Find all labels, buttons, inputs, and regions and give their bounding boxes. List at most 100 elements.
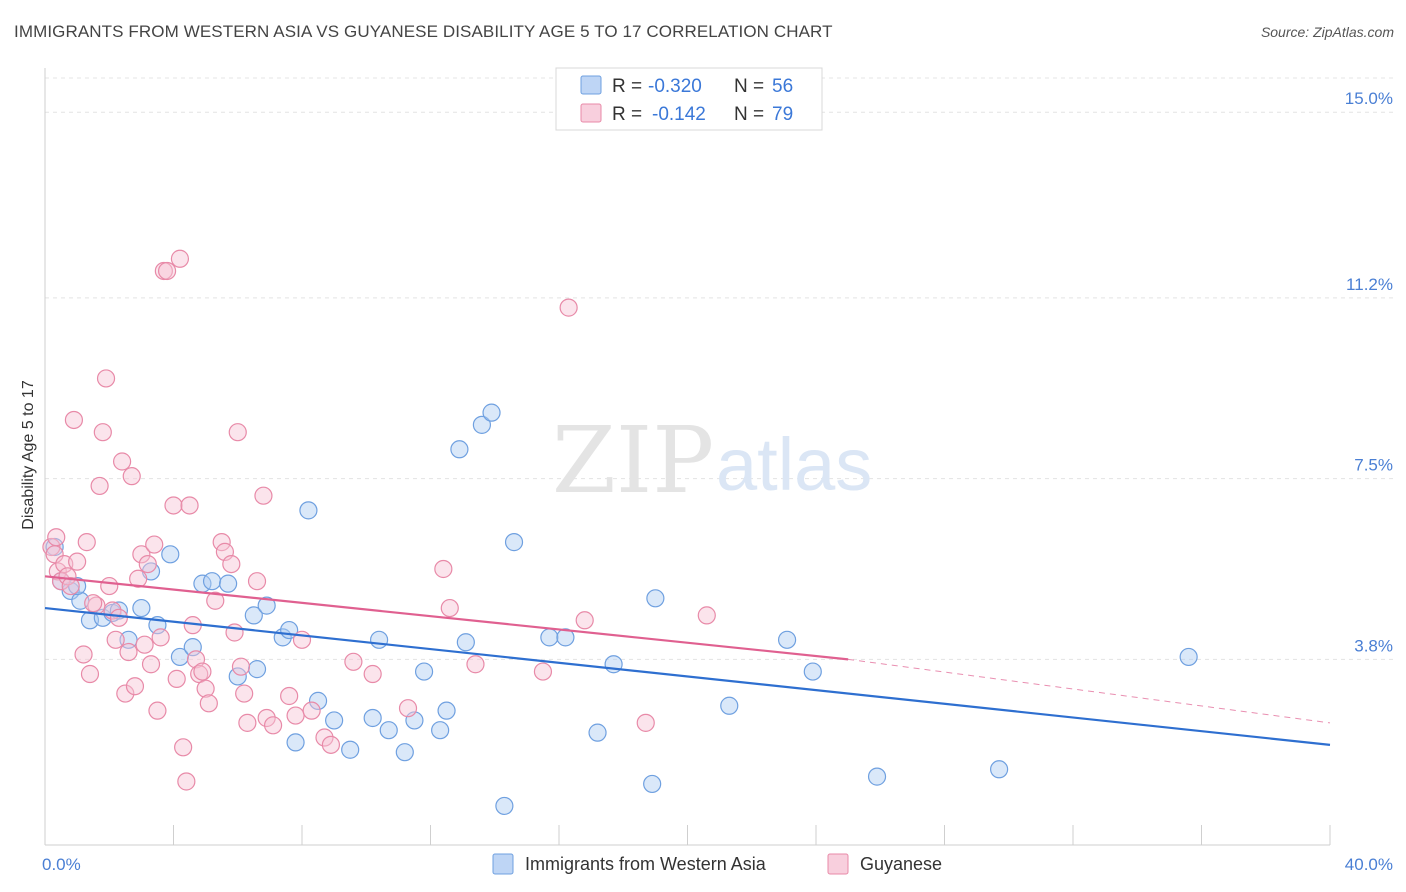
point-guyanese-73 xyxy=(575,611,594,630)
legend-swatch-guyanese xyxy=(580,103,602,123)
watermark-zip: ZIP xyxy=(552,407,714,514)
point-guyanese-19 xyxy=(109,608,128,627)
point-guyanese-52 xyxy=(231,657,251,676)
point-guyanese-10 xyxy=(77,533,96,552)
point-western-asia-24 xyxy=(286,733,305,752)
point-guyanese-63 xyxy=(315,728,334,747)
point-guyanese-5 xyxy=(58,567,77,586)
point-guyanese-30 xyxy=(145,535,164,554)
point-guyanese-68 xyxy=(434,559,453,579)
y-tick-label-2: 11.2% xyxy=(1346,275,1393,294)
point-guyanese-27 xyxy=(135,635,154,654)
point-guyanese-28 xyxy=(138,554,157,574)
point-guyanese-11 xyxy=(80,664,100,684)
point-guyanese-46 xyxy=(206,591,225,610)
legend-n-label-1: N = xyxy=(734,104,764,125)
point-guyanese-37 xyxy=(170,249,190,268)
legend-r-value-0: -0.320 xyxy=(648,76,702,97)
point-guyanese-18 xyxy=(106,630,125,649)
point-guyanese-39 xyxy=(177,772,196,791)
point-guyanese-14 xyxy=(93,423,112,442)
point-guyanese-57 xyxy=(257,708,276,728)
point-guyanese-72 xyxy=(559,298,578,317)
point-guyanese-16 xyxy=(100,576,119,596)
point-guyanese-65 xyxy=(344,652,363,671)
point-western-asia-32 xyxy=(395,743,414,762)
point-western-asia-54 xyxy=(1179,647,1198,667)
point-guyanese-38 xyxy=(174,738,193,757)
point-guyanese-31 xyxy=(148,701,167,720)
y-tick-label-1: 7.5% xyxy=(1354,456,1393,475)
point-guyanese-6 xyxy=(61,576,80,596)
point-guyanese-2 xyxy=(48,562,67,581)
point-guyanese-71 xyxy=(533,662,553,681)
series-legend-swatch-guyanese xyxy=(827,853,849,875)
point-guyanese-15 xyxy=(96,369,116,388)
point-guyanese-51 xyxy=(228,423,247,442)
point-western-asia-19 xyxy=(244,606,263,625)
point-western-asia-51 xyxy=(803,662,822,681)
point-western-asia-48 xyxy=(646,589,665,608)
point-western-asia-28 xyxy=(341,740,360,759)
y-tick-label-0: 3.8% xyxy=(1354,636,1393,655)
y-axis-label: Disability Age 5 to 17 xyxy=(20,380,37,530)
point-guyanese-24 xyxy=(125,677,145,696)
data-points xyxy=(42,249,1198,816)
trend-line-western-asia xyxy=(44,606,1331,746)
point-guyanese-13 xyxy=(90,476,109,496)
point-western-asia-47 xyxy=(643,774,662,794)
x-tick-label-min: 0.0% xyxy=(42,855,81,874)
point-guyanese-58 xyxy=(263,716,283,735)
point-western-asia-42 xyxy=(504,533,524,552)
point-guyanese-22 xyxy=(119,642,138,662)
point-guyanese-56 xyxy=(254,486,273,505)
point-western-asia-49 xyxy=(720,696,739,715)
axes xyxy=(44,68,1331,846)
point-guyanese-59 xyxy=(280,686,299,706)
point-guyanese-9 xyxy=(74,645,93,664)
y-tick-label-3: 15.0% xyxy=(1345,89,1393,108)
point-guyanese-64 xyxy=(321,735,341,754)
point-guyanese-62 xyxy=(302,701,321,720)
point-guyanese-70 xyxy=(466,655,485,674)
legend-n-label-0: N = xyxy=(734,76,764,97)
point-western-asia-43 xyxy=(540,628,559,647)
point-western-asia-26 xyxy=(308,691,328,710)
grid-lines xyxy=(45,77,1395,660)
point-guyanese-75 xyxy=(697,606,716,625)
point-guyanese-25 xyxy=(129,569,148,588)
point-guyanese-21 xyxy=(116,684,135,703)
point-guyanese-32 xyxy=(151,628,170,647)
point-guyanese-44 xyxy=(196,679,215,698)
point-guyanese-74 xyxy=(636,713,655,732)
point-western-asia-25 xyxy=(299,501,318,520)
point-western-asia-35 xyxy=(431,721,450,740)
point-guyanese-53 xyxy=(235,684,254,703)
watermark-atlas: atlas xyxy=(716,423,872,506)
point-guyanese-20 xyxy=(112,452,132,471)
point-western-asia-12 xyxy=(161,545,180,564)
point-western-asia-17 xyxy=(219,574,238,593)
point-western-asia-27 xyxy=(325,711,344,730)
stats-legend: R = -0.320 N = 56 R = -0.142 N = 79 xyxy=(555,67,823,131)
point-guyanese-69 xyxy=(440,598,459,618)
legend-r-value-1: -0.142 xyxy=(652,104,706,125)
chart-title: IMMIGRANTS FROM WESTERN ASIA VS GUYANESE… xyxy=(14,22,833,41)
trend-line-guyanese xyxy=(44,575,849,661)
point-guyanese-23 xyxy=(122,467,141,486)
point-guyanese-7 xyxy=(64,410,84,430)
point-guyanese-55 xyxy=(247,572,267,591)
point-guyanese-54 xyxy=(238,713,257,732)
legend-n-value-0: 56 xyxy=(772,76,793,97)
trend-lines xyxy=(44,575,1331,746)
point-western-asia-44 xyxy=(556,628,575,647)
point-guyanese-29 xyxy=(141,655,161,674)
point-western-asia-36 xyxy=(437,701,456,720)
point-guyanese-36 xyxy=(167,669,186,688)
series-legend: Immigrants from Western Asia Guyanese xyxy=(492,853,942,875)
point-guyanese-45 xyxy=(199,694,218,713)
chart-source: Source: ZipAtlas.com xyxy=(1260,24,1394,40)
point-western-asia-29 xyxy=(363,708,382,728)
point-guyanese-26 xyxy=(132,545,151,564)
